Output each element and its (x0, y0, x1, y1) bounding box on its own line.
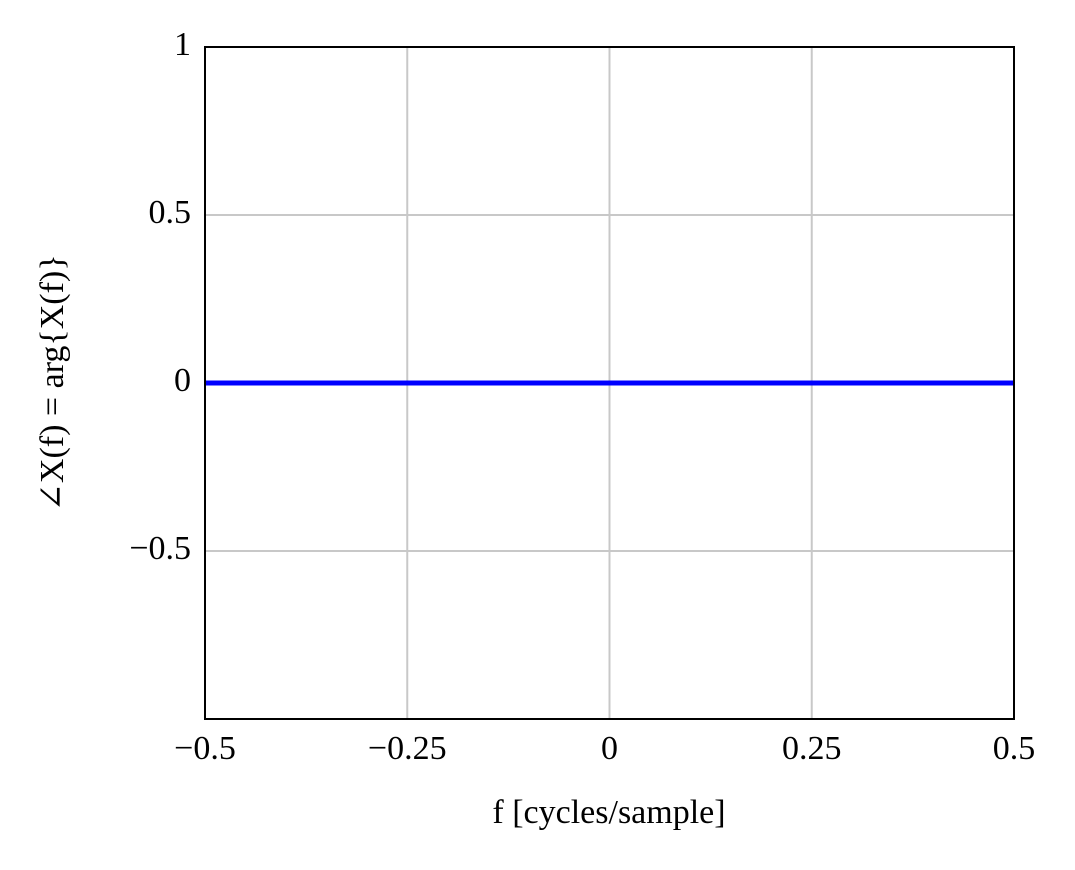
x-tick-label: 0.25 (782, 730, 842, 767)
x-tick-label: −0.5 (174, 730, 236, 767)
y-tick-label: −0.5 (129, 530, 191, 567)
y-axis-label: ∠X(f) = arg{X(f)} (34, 254, 71, 511)
x-tick-label: 0.5 (993, 730, 1036, 767)
x-axis-label: f [cycles/sample] (492, 794, 725, 831)
y-tick-label: 0.5 (149, 194, 192, 231)
y-tick-label: 0 (174, 362, 191, 399)
x-tick-label: 0 (601, 730, 618, 767)
plot-frame (204, 46, 1015, 720)
y-tick-label: 1 (174, 26, 191, 63)
x-tick-label: −0.25 (368, 730, 447, 767)
